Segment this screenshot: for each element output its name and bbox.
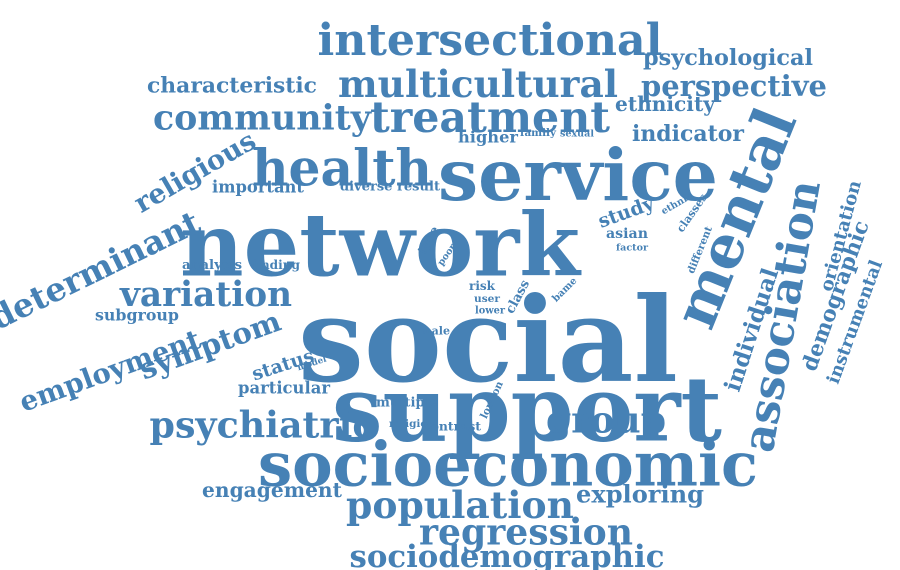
word-asian: asian bbox=[606, 226, 648, 242]
word-important: important bbox=[212, 178, 304, 197]
word-support: support bbox=[332, 358, 722, 463]
word-variation: variation bbox=[119, 275, 292, 315]
word-contrast: contrast bbox=[423, 419, 481, 434]
word-service: service bbox=[438, 133, 718, 217]
word-diverse-result: diverse result bbox=[340, 180, 440, 195]
word-user: user bbox=[474, 293, 500, 305]
word-social: social bbox=[298, 271, 678, 409]
word-psychological: psychological bbox=[643, 45, 813, 71]
word-multicultural: multicultural bbox=[338, 62, 618, 106]
word-risk: risk bbox=[469, 279, 496, 293]
word-sociodemographic: sociodemographic bbox=[350, 539, 665, 570]
word-perspective: perspective bbox=[641, 69, 827, 103]
word-family: family bbox=[520, 127, 557, 139]
word-multiple: multiple bbox=[376, 396, 438, 411]
word-psychiatric: psychiatric bbox=[150, 404, 375, 447]
word-engagement: engagement bbox=[202, 478, 343, 502]
word-characteristic: characteristic bbox=[147, 74, 317, 99]
word-religion: religion bbox=[389, 418, 435, 430]
word-sexual: sexual bbox=[560, 129, 594, 140]
word-higher: higher bbox=[458, 128, 518, 147]
word-particular: particular bbox=[238, 379, 330, 398]
word-group: group bbox=[546, 399, 666, 442]
word-regression: regression bbox=[419, 511, 633, 554]
word-socioeconomic: socioeconomic bbox=[258, 430, 758, 501]
word-male: male bbox=[420, 325, 450, 338]
word-intersectional: intersectional bbox=[318, 14, 663, 66]
word-indicator: indicator bbox=[632, 121, 744, 147]
word-exploring: exploring bbox=[576, 480, 704, 509]
word-ethnicity: ethnicity bbox=[615, 92, 716, 116]
word-lower: lower bbox=[475, 306, 506, 317]
word-population: population bbox=[346, 483, 574, 527]
word-analysis: analysis bbox=[182, 257, 242, 273]
word-health: health bbox=[252, 139, 432, 198]
word-finding: finding bbox=[252, 258, 300, 272]
word-treatment: treatment bbox=[370, 93, 610, 143]
word-community: community bbox=[153, 98, 373, 139]
word-subgroup: subgroup bbox=[95, 306, 179, 325]
word-factor: factor bbox=[616, 243, 649, 254]
word-network: network bbox=[180, 194, 582, 297]
